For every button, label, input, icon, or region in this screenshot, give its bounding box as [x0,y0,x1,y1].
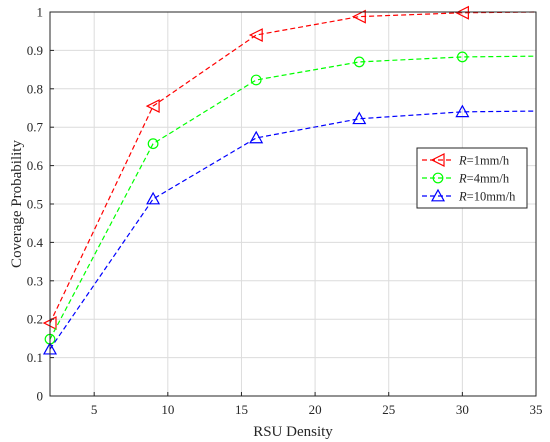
data-point-marker [353,56,365,68]
data-point-marker [456,51,468,63]
y-tick-label: 0.9 [27,43,43,58]
y-tick-label: 0.6 [27,158,44,173]
x-tick-label: 35 [530,402,543,417]
x-tick-label: 20 [309,402,322,417]
series-line [49,55,537,340]
x-tick-label: 25 [382,402,395,417]
legend-marker [430,188,446,202]
legend-marker [432,172,444,184]
x-tick-label: 10 [161,402,174,417]
series-0 [42,5,537,331]
data-point-marker [146,191,161,205]
legend-marker [430,153,445,167]
legend-label-variable: R [458,190,467,204]
axis-ticks: 5 10 15 20 25 30 35 0 0.1 0.2 0.3 0.4 0.5 0.6 0.7 0.8 0.… [27,5,543,418]
data-point-marker [455,5,469,20]
legend: R=1mm/hR=4mm/hR=10mm/h [416,147,528,209]
data-point-marker [145,99,160,114]
legend-label-variable: R [458,154,467,168]
y-tick-label: 1 [37,5,44,20]
legend-item: R=4mm/h [422,172,510,186]
data-point-marker [248,28,263,43]
legend-label-variable: R [458,172,467,186]
y-tick-label: 0.4 [27,235,44,250]
x-axis-label: RSU Density [253,424,333,440]
y-tick-label: 0.3 [27,273,43,288]
y-axis-label: Coverage Probability [9,140,25,268]
x-tick-label: 15 [235,402,248,417]
data-point-marker [249,130,264,144]
series-line [49,11,537,324]
legend-item: R=10mm/h [422,188,516,204]
data-point-marker [250,74,262,86]
legend-item: R=1mm/h [422,153,510,168]
y-tick-label: 0.8 [27,81,43,96]
legend-label-value: =10mm/h [467,190,516,204]
x-tick-label: 30 [456,402,469,417]
data-point-marker [352,111,367,125]
y-tick-label: 0 [37,389,44,404]
series-line [49,110,537,350]
y-tick-label: 0.5 [27,197,43,212]
data-point-marker [455,104,470,118]
y-tick-label: 0.2 [27,312,43,327]
data-point-marker [351,9,366,24]
legend-label: R=4mm/h [458,172,510,186]
legend-label: R=1mm/h [458,154,510,168]
y-tick-label: 0.1 [27,350,43,365]
data-point-marker [147,138,159,150]
data-series [42,5,537,355]
legend-label-value: =1mm/h [467,154,510,168]
legend-label-value: =4mm/h [467,172,510,186]
x-tick-label: 5 [91,402,98,417]
legend-label: R=10mm/h [458,190,516,204]
y-tick-label: 0.7 [27,120,44,135]
series-2 [42,104,537,355]
